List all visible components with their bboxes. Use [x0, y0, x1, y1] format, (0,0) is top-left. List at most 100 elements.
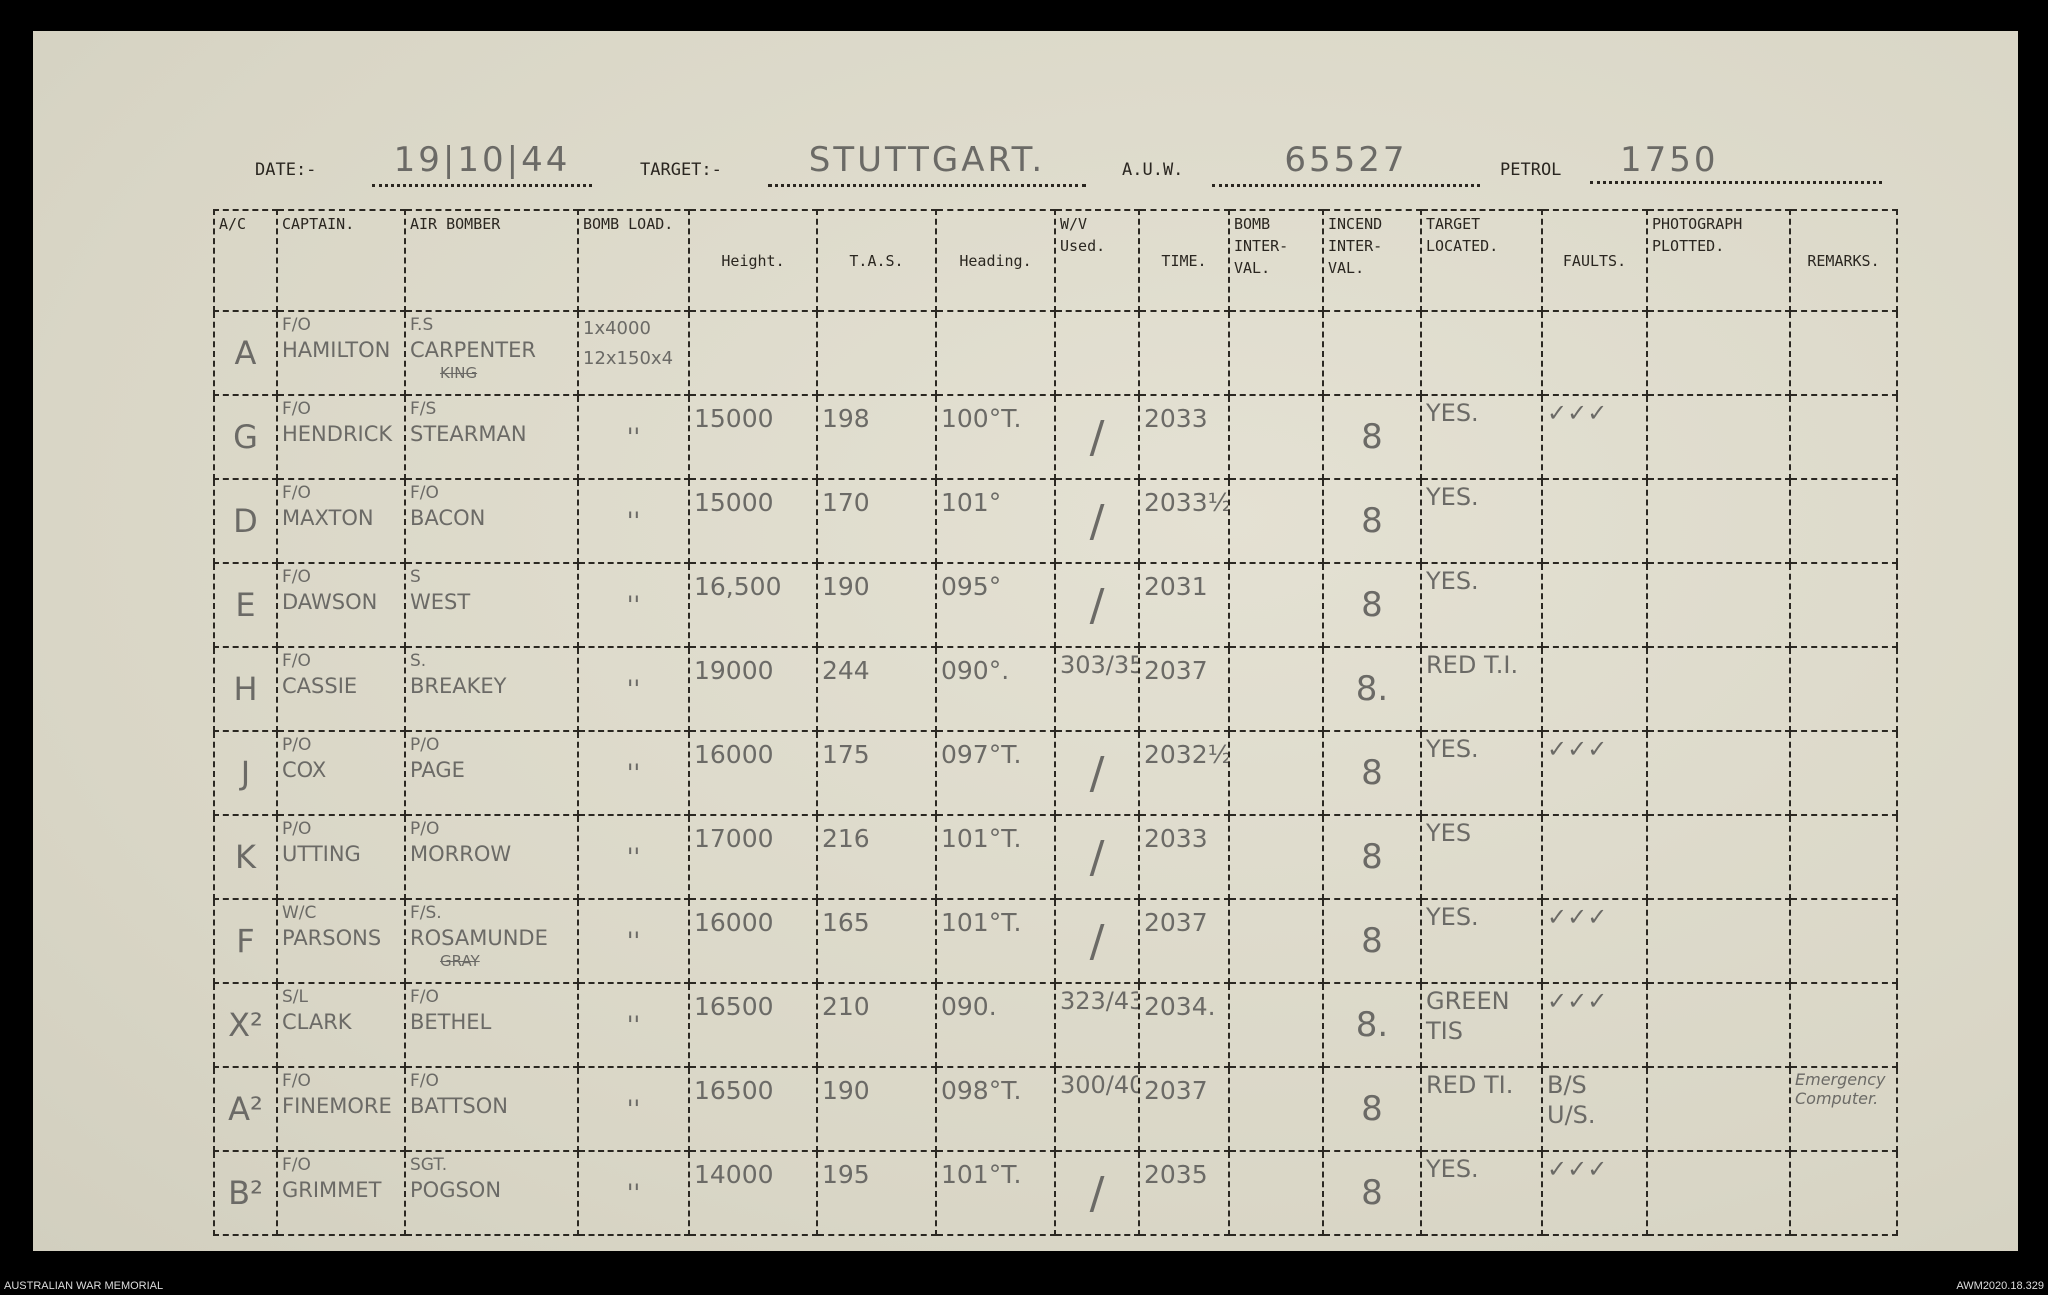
faults-cell: B/S U/S.: [1541, 1066, 1648, 1152]
captain-rank: S/L: [282, 987, 308, 1007]
air-bomber-struck-name: KING: [440, 364, 478, 382]
petrol-value: 1750: [1590, 140, 1882, 184]
target-located-cell: YES: [1420, 814, 1543, 900]
table-row: H F/O CASSIE S. BREAKEY '' 19000 244 090°. 303/35…: [213, 646, 1898, 732]
remarks-cell: [1789, 310, 1898, 396]
aircraft-cell: D: [213, 478, 278, 564]
air-bomber-cell: F/S. ROSAMUNDE GRAY: [404, 898, 579, 984]
photograph-plotted-cell: [1646, 982, 1791, 1068]
height-cell: 16500: [688, 1066, 818, 1152]
bomb-load-cell: '': [577, 478, 690, 564]
remarks-cell: [1789, 478, 1898, 564]
air-bomber-name: BREAKEY: [410, 674, 507, 698]
captain-rank: F/O: [282, 567, 311, 587]
table-row: A² F/O FINEMORE F/O BATTSON '' 16500 190 098°T. 3…: [213, 1066, 1898, 1152]
target-label: TARGET:-: [640, 160, 722, 180]
captain-name: CLARK: [282, 1010, 352, 1034]
height-cell: [688, 310, 818, 396]
air-bomber-rank: P/O: [410, 735, 440, 755]
height-cell: 15000: [688, 394, 818, 480]
column-header: Height.: [688, 209, 818, 312]
faults-cell: ✓✓✓: [1541, 730, 1648, 816]
aircraft-cell: F: [213, 898, 278, 984]
height-cell: 15000: [688, 478, 818, 564]
wv-used-cell: 323/43: [1054, 982, 1140, 1068]
photograph-plotted-cell: [1646, 562, 1791, 648]
column-header: A/C: [213, 209, 278, 312]
tas-cell: 170: [816, 478, 937, 564]
incend-interval-cell: 8: [1322, 394, 1422, 480]
auw-value: 65527: [1212, 140, 1480, 187]
incend-interval-cell: 8.: [1322, 646, 1422, 732]
height-cell: 19000: [688, 646, 818, 732]
table-row: J P/O COX P/O PAGE '' 16000 175 097°T./2032½ 8 YES…: [213, 730, 1898, 816]
column-header: AIR BOMBER: [404, 209, 579, 312]
captain-name: FINEMORE: [282, 1094, 392, 1118]
captain-name: DAWSON: [282, 590, 378, 614]
date-label: DATE:-: [255, 160, 317, 180]
captain-rank: F/O: [282, 399, 311, 419]
captain-cell: F/O CASSIE: [276, 646, 406, 732]
target-located-cell: YES.: [1420, 730, 1543, 816]
bomb-load-cell: '': [577, 646, 690, 732]
column-header: REMARKS.: [1789, 209, 1898, 312]
wv-used-cell: /: [1054, 1150, 1140, 1236]
air-bomber-cell: P/O PAGE: [404, 730, 579, 816]
faults-cell: ✓✓✓: [1541, 898, 1648, 984]
bomb-interval-cell: [1228, 1150, 1324, 1236]
height-cell: 16000: [688, 898, 818, 984]
tas-cell: 210: [816, 982, 937, 1068]
incend-interval-cell: 8: [1322, 814, 1422, 900]
aircraft-cell: J: [213, 730, 278, 816]
photograph-plotted-cell: [1646, 730, 1791, 816]
column-header: INCEND INTER-VAL.: [1322, 209, 1422, 312]
time-cell: 2033: [1138, 394, 1230, 480]
time-cell: 2037: [1138, 898, 1230, 984]
table-row: X² S/L CLARK F/O BETHEL '' 16500 210 090. 323/43 2…: [213, 982, 1898, 1068]
target-located-cell: [1420, 310, 1543, 396]
aircraft-cell: B²: [213, 1150, 278, 1236]
captain-cell: F/O HAMILTON: [276, 310, 406, 396]
bomb-interval-cell: [1228, 814, 1324, 900]
air-bomber-rank: SGT.: [410, 1155, 448, 1175]
petrol-label: PETROL: [1500, 160, 1562, 180]
heading-cell: 095°: [935, 562, 1056, 648]
faults-cell: [1541, 310, 1648, 396]
remarks-cell: [1789, 898, 1898, 984]
remarks-cell: Emergency Computer.: [1789, 1066, 1898, 1152]
captain-name: HAMILTON: [282, 338, 391, 362]
table-row: G F/O HENDRICK F/S STEARMAN '' 15000 198 100°T. /…: [213, 394, 1898, 480]
photograph-plotted-cell: [1646, 478, 1791, 564]
target-located-cell: YES.: [1420, 898, 1543, 984]
air-bomber-rank: F.S: [410, 315, 434, 335]
photograph-plotted-cell: [1646, 394, 1791, 480]
column-header: BOMB LOAD.: [577, 209, 690, 312]
bomb-load-cell: '': [577, 982, 690, 1068]
faults-cell: ✓✓✓: [1541, 982, 1648, 1068]
captain-name: COX: [282, 758, 327, 782]
column-header: Heading.: [935, 209, 1056, 312]
height-cell: 14000: [688, 1150, 818, 1236]
captain-name: CASSIE: [282, 674, 358, 698]
time-cell: 2037: [1138, 1066, 1230, 1152]
footer-credit: AUSTRALIAN WAR MEMORIAL: [4, 1280, 164, 1292]
captain-rank: F/O: [282, 1071, 311, 1091]
target-located-cell: GREEN TIS: [1420, 982, 1543, 1068]
table-header-row: A/C CAPTAIN. AIR BOMBER BOMB LOAD. Height. T.…: [213, 209, 1898, 312]
aircraft-cell: A: [213, 310, 278, 396]
remarks-cell: [1789, 1150, 1898, 1236]
tas-cell: 190: [816, 562, 937, 648]
heading-cell: 090°.: [935, 646, 1056, 732]
tas-cell: 195: [816, 1150, 937, 1236]
time-cell: 2034.: [1138, 982, 1230, 1068]
air-bomber-rank: F/O: [410, 987, 439, 1007]
air-bomber-name: STEARMAN: [410, 422, 527, 446]
height-cell: 16,500: [688, 562, 818, 648]
aircraft-cell: G: [213, 394, 278, 480]
photograph-plotted-cell: [1646, 814, 1791, 900]
column-header: W/V Used.: [1054, 209, 1140, 312]
bomb-interval-cell: [1228, 646, 1324, 732]
remarks-cell: [1789, 394, 1898, 480]
target-located-cell: RED T.I.: [1420, 646, 1543, 732]
wv-used-cell: [1054, 310, 1140, 396]
